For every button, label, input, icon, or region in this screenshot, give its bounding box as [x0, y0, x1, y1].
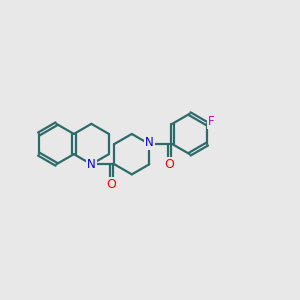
Text: F: F — [208, 115, 214, 128]
Text: O: O — [107, 178, 116, 191]
Text: N: N — [145, 136, 154, 149]
Text: O: O — [165, 158, 175, 171]
Text: N: N — [87, 158, 96, 171]
